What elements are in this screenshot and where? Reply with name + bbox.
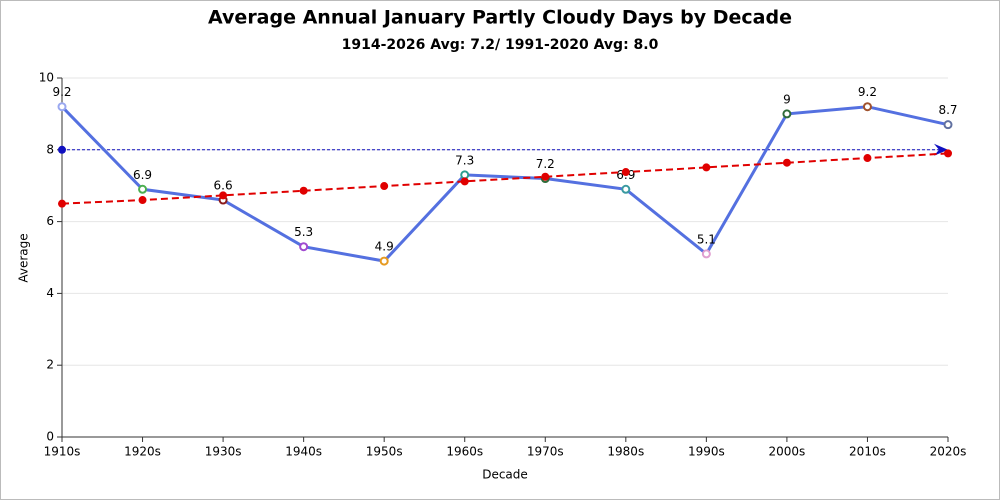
point — [299, 242, 309, 252]
data-line — [60, 105, 949, 263]
y-tick-label: 8 — [46, 142, 54, 156]
data-label: 9 — [783, 92, 791, 106]
data-label: 9.2 — [52, 85, 71, 99]
data-label: 5.3 — [294, 225, 313, 239]
trend-point — [702, 163, 711, 172]
trend-point — [782, 158, 791, 167]
y-tick-label: 6 — [46, 214, 54, 228]
reference-arrow — [934, 143, 948, 156]
y-tick-label: 0 — [46, 430, 54, 444]
trend-point — [863, 154, 872, 163]
point — [621, 184, 631, 194]
point — [782, 109, 792, 119]
point — [943, 120, 953, 130]
trend-point — [219, 191, 228, 200]
x-tick-label: 1910s — [44, 445, 81, 459]
data-label: 8.7 — [938, 103, 957, 117]
x-tick-label: 1960s — [446, 445, 483, 459]
reference-start — [58, 145, 66, 154]
y-axis-label: Average — [17, 233, 31, 282]
x-tick-label: 1990s — [688, 445, 725, 459]
data-label: 5.1 — [697, 232, 716, 246]
point — [138, 184, 148, 194]
x-tick-label: 1930s — [205, 445, 242, 459]
x-tick-label: 1920s — [124, 445, 161, 459]
data-label: 6.6 — [214, 179, 233, 193]
point — [701, 249, 711, 259]
x-tick-label: 1970s — [527, 445, 564, 459]
trend-point — [58, 199, 66, 208]
trend-point — [138, 196, 147, 205]
trend-line — [61, 152, 949, 205]
x-tick-label: 2000s — [769, 445, 806, 459]
point — [862, 102, 872, 112]
trend-point — [380, 182, 389, 191]
trend-point — [944, 149, 952, 158]
data-label: 9.2 — [858, 85, 877, 99]
x-tick-label: 2010s — [849, 445, 886, 459]
data-label: 4.9 — [375, 240, 394, 254]
x-tick-label: 2020s — [930, 445, 967, 459]
data-label: 7.3 — [455, 153, 474, 167]
chart-title: Average Annual January Partly Cloudy Day… — [208, 7, 792, 29]
x-tick-label: 1940s — [285, 445, 322, 459]
point — [57, 102, 67, 112]
trend-point — [299, 186, 308, 195]
x-tick-label: 1950s — [366, 445, 403, 459]
trend-point — [621, 168, 630, 177]
y-tick-label: 2 — [46, 358, 54, 372]
data-label: 6.9 — [133, 168, 152, 182]
x-axis-label: Decade — [482, 468, 528, 482]
trend-point — [541, 172, 550, 181]
y-tick-label: 10 — [39, 71, 54, 85]
trend-point — [460, 177, 469, 186]
data-label: 7.2 — [536, 157, 555, 171]
point — [460, 170, 470, 180]
chart-subtitle: 1914-2026 Avg: 7.2/ 1991-2020 Avg: 8.0 — [342, 37, 659, 53]
point — [379, 256, 389, 266]
x-tick-label: 1980s — [607, 445, 644, 459]
y-tick-label: 4 — [46, 286, 54, 300]
